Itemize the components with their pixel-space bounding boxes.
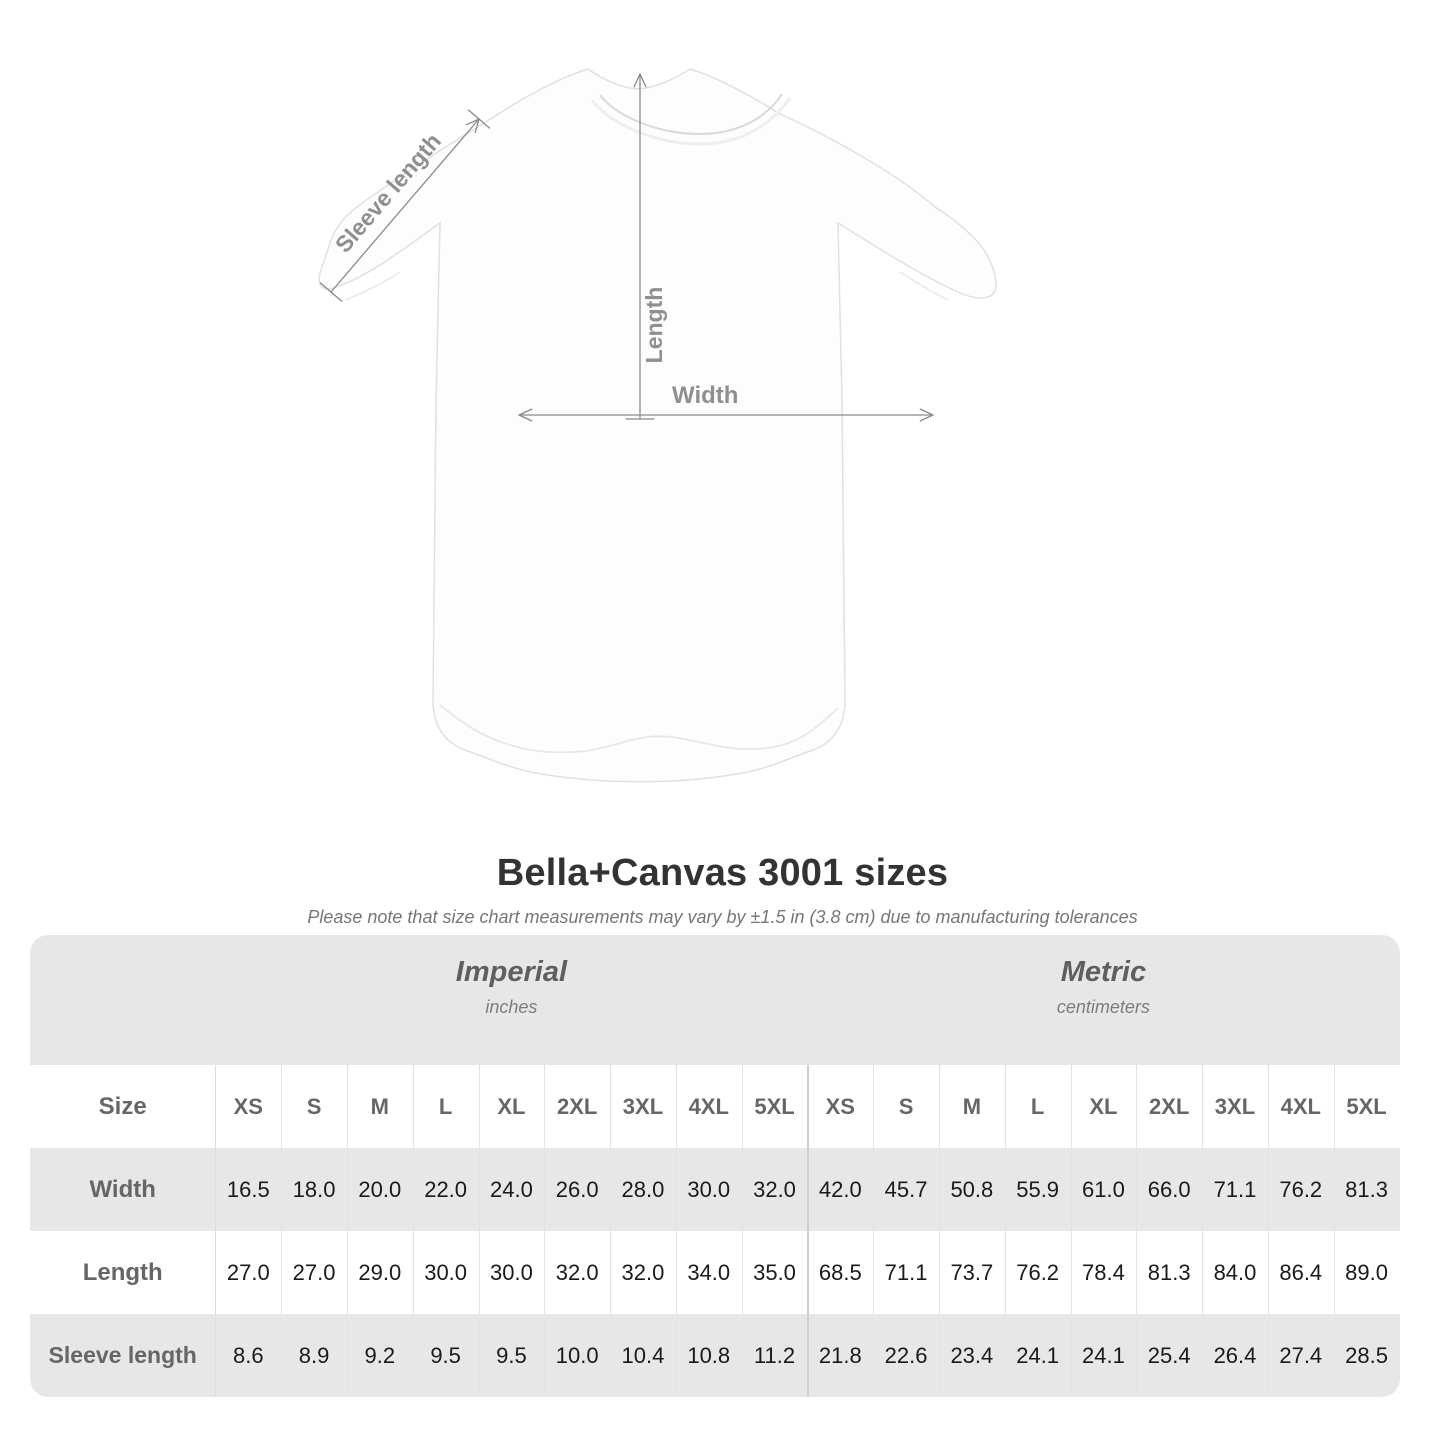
svg-text:Width: Width	[672, 382, 738, 409]
svg-text:Length: Length	[641, 287, 667, 364]
